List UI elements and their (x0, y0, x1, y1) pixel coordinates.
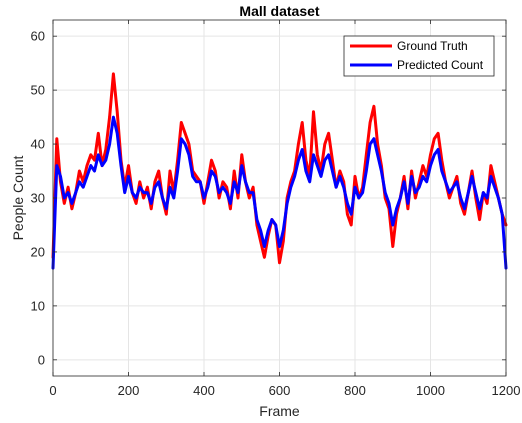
legend-box (343, 35, 495, 77)
x-tick-label: 800 (344, 383, 366, 398)
ticks: 0 200 400 600 800 1000 1200 0 10 20 30 40 50 60 (31, 20, 521, 398)
y-tick-label: 20 (31, 244, 45, 259)
chart-title: Mall dataset (239, 3, 319, 19)
y-tick-label: 50 (31, 83, 45, 98)
legend: Ground Truth Predicted Count (343, 35, 495, 77)
x-axis-label: Frame (259, 403, 300, 419)
x-tick-label: 400 (193, 383, 215, 398)
legend-label-ground-truth: Ground Truth (397, 39, 468, 53)
x-tick-label: 600 (269, 383, 291, 398)
x-tick-label: 200 (118, 383, 140, 398)
legend-label-predicted-count: Predicted Count (397, 58, 484, 72)
x-tick-label: 1200 (492, 383, 521, 398)
y-tick-label: 0 (38, 352, 45, 367)
y-tick-label: 60 (31, 29, 45, 44)
series-line-predicted-count (51, 115, 508, 270)
x-tick-label: 1000 (416, 383, 445, 398)
y-axis-label: People Count (10, 155, 26, 240)
y-tick-label: 40 (31, 137, 45, 152)
x-tick-label: 0 (49, 383, 56, 398)
series-line-ground-truth (51, 72, 508, 265)
y-tick-label: 30 (31, 191, 45, 206)
y-tick-label: 10 (31, 298, 45, 313)
series-lines (51, 72, 508, 270)
